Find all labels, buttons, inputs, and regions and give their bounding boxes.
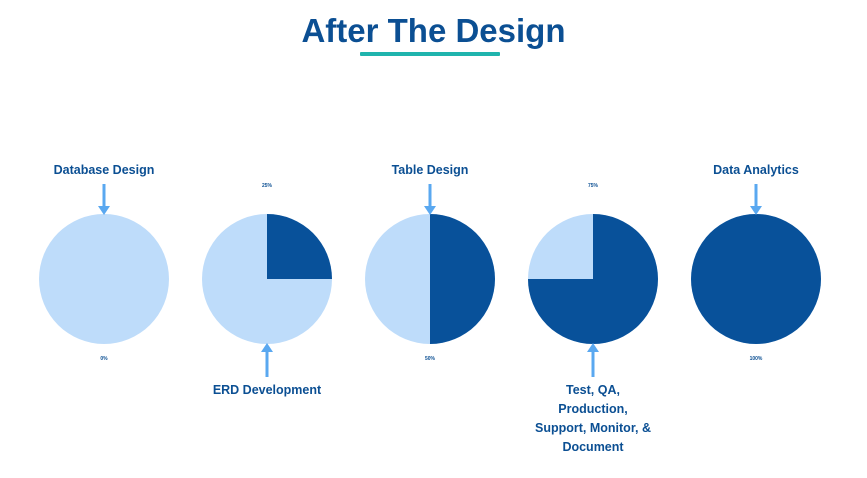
stage-4-pie-slice: [528, 214, 658, 344]
stage-5-percent-label: 100%: [749, 356, 763, 362]
stage-3-percent-label: 50%: [424, 356, 435, 362]
stage-3-label: Table Design: [391, 163, 469, 177]
stage-5-label: Data Analytics: [713, 163, 799, 177]
title-underline: [360, 52, 500, 56]
stage-1-percent-label: 0%: [100, 356, 108, 362]
stage-2-pie-slice: [267, 214, 332, 279]
stage-2-arrow: [261, 343, 273, 377]
stage-4-label: Test, QA, Production, Support, Monitor, & D…: [535, 383, 651, 454]
stage-5-pie-slice: [691, 214, 821, 344]
stage-1-arrow: [98, 184, 110, 215]
stage-2-percent-label: 25%: [261, 183, 272, 189]
stage-5-arrow: [750, 184, 762, 215]
stage-2-label: ERD Development: [212, 383, 322, 397]
stage-4-arrow: [587, 343, 599, 377]
stage-3-arrow: [424, 184, 436, 215]
page-title: After The Design: [301, 12, 566, 49]
stage-3-pie-slice: [430, 214, 495, 344]
stage-1-pie-background: [39, 214, 169, 344]
stage-4-percent-label: 75%: [587, 183, 598, 189]
stage-1-label: Database Design: [53, 163, 155, 177]
